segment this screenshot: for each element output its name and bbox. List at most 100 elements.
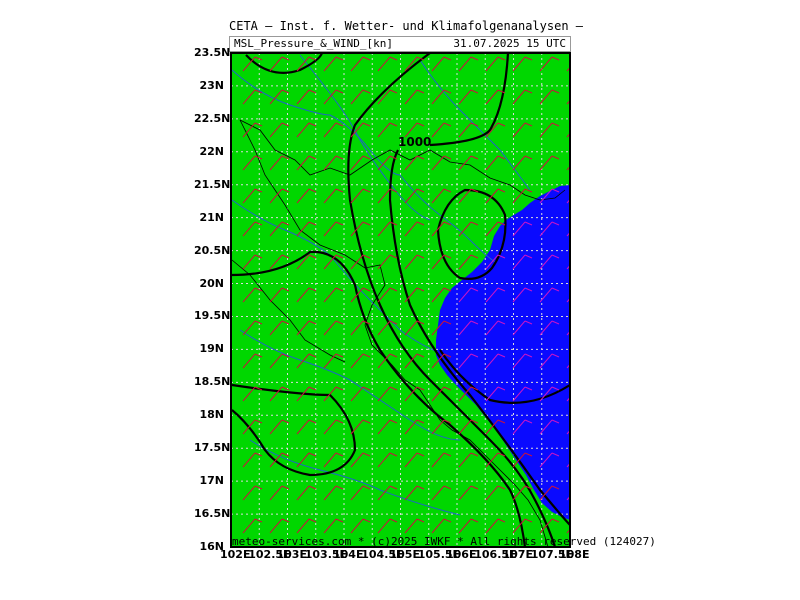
wind-barb-icon [269,386,290,402]
wind-barb-icon [269,419,290,435]
lat-tick-label: 17N [199,474,224,488]
wind-barb-icon [485,89,506,105]
wind-barb-icon [404,452,425,468]
wind-barb-icon [431,56,452,72]
lon-tick-label: 105.5E [417,548,461,561]
wind-barb-icon [296,386,317,402]
lon-tick-label: 107E [502,548,533,561]
wind-barb-icon [242,89,263,105]
wind-barb-icon [323,188,344,204]
wind-barb-icon [377,122,398,138]
wind-barb-icon [431,452,452,468]
wind-barb-icon [296,221,317,237]
wind-barb-icon [512,287,533,303]
wind-barb-icon [404,287,425,303]
wind-barb-icon [350,56,371,72]
wind-barb-icon [269,89,290,105]
lon-tick-label: 104.5E [361,548,404,561]
wind-barb-icon [296,320,317,336]
wind-barb-icon [539,452,560,468]
wind-barb-icon [485,254,506,270]
wind-barb-icon [539,353,560,369]
wind-barb-icon [269,221,290,237]
wind-barb-icon [485,221,506,237]
wind-barb-icon [539,320,560,336]
wind-barb-icon [350,89,371,105]
wind-barb-icon [296,89,317,105]
wind-barb-icon [512,56,533,72]
wind-barb-icon [323,485,344,501]
wind-barb-icon [269,353,290,369]
wind-barb-icon [350,155,371,171]
wind-barb-icon [404,221,425,237]
wind-barb-icon [458,518,479,534]
wind-barb-icon [458,89,479,105]
wind-barb-icon [404,155,425,171]
lat-tick-label: 17.5N [194,441,231,455]
wind-barb-icon [485,452,506,468]
wind-barb-icon [512,452,533,468]
wind-barb-icon [485,353,506,369]
sea-area [436,185,570,520]
wind-barb-icon [485,56,506,72]
wind-barb-icon [485,155,506,171]
wind-barb-icon [404,254,425,270]
wind-barb-icon [539,89,560,105]
wind-barb-icon [404,89,425,105]
wind-barb-icon [485,419,506,435]
wind-barb-icon [377,155,398,171]
wind-barb-icon [269,254,290,270]
wind-barb-icon [512,419,533,435]
map-title: CETA — Inst. f. Wetter- und Klimafolgena… [229,19,584,33]
wind-barb-icon [296,56,317,72]
wind-barb-icon [242,221,263,237]
wind-barb-icon [323,452,344,468]
wind-barb-icon [512,386,533,402]
lon-tick-label: 104E [333,548,364,561]
wind-barb-icon [458,56,479,72]
wind-barb-icon [431,518,452,534]
wind-barb-icon [350,320,371,336]
wind-barb-icon [296,518,317,534]
wind-barb-icon [242,353,263,369]
wind-barb-icon [242,188,263,204]
lat-tick-label: 16.5N [194,507,231,521]
copyright-credit: meteo-services.com * (c)2025 IWKF * All … [232,535,656,548]
wind-barb-icon [269,155,290,171]
wind-barb-icon [350,452,371,468]
wind-barb-icon [350,419,371,435]
wind-barb-icon [485,485,506,501]
wind-barb-icon [458,386,479,402]
wind-barb-icon [404,386,425,402]
wind-barb-icon [458,452,479,468]
wind-barb-icon [269,320,290,336]
subtitle-box: MSL_Pressure_&_WIND_[kn] 31.07.2025 15 U… [229,36,571,52]
wind-barb-icon [377,188,398,204]
isobar-label: 1000 [398,135,432,149]
wind-barb-icon [377,221,398,237]
wind-barb-icon [377,320,398,336]
wind-barb-icon [323,56,344,72]
wind-barb-icon [458,287,479,303]
wind-barb-icon [512,320,533,336]
wind-barb-icon [431,386,452,402]
lat-tick-label: 16N [199,540,224,553]
wind-barb-icon [458,419,479,435]
wind-barb-icon [269,452,290,468]
wind-barb-icon [242,122,263,138]
wind-barb-icon [269,188,290,204]
lon-tick-label: 103.5E [304,548,348,561]
isobar-lines [231,53,570,547]
wind-barb-icon [323,122,344,138]
wind-barb-icon [539,419,560,435]
wind-barb-icon [404,188,425,204]
wind-barb-icon [458,353,479,369]
wind-barb-icon [242,386,263,402]
wind-barb-icon [323,320,344,336]
wind-barb-icon [377,386,398,402]
wind-barb-icon [377,353,398,369]
wind-barb-icon [539,485,560,501]
wind-barb-icon [404,56,425,72]
wind-barb-icon [350,221,371,237]
